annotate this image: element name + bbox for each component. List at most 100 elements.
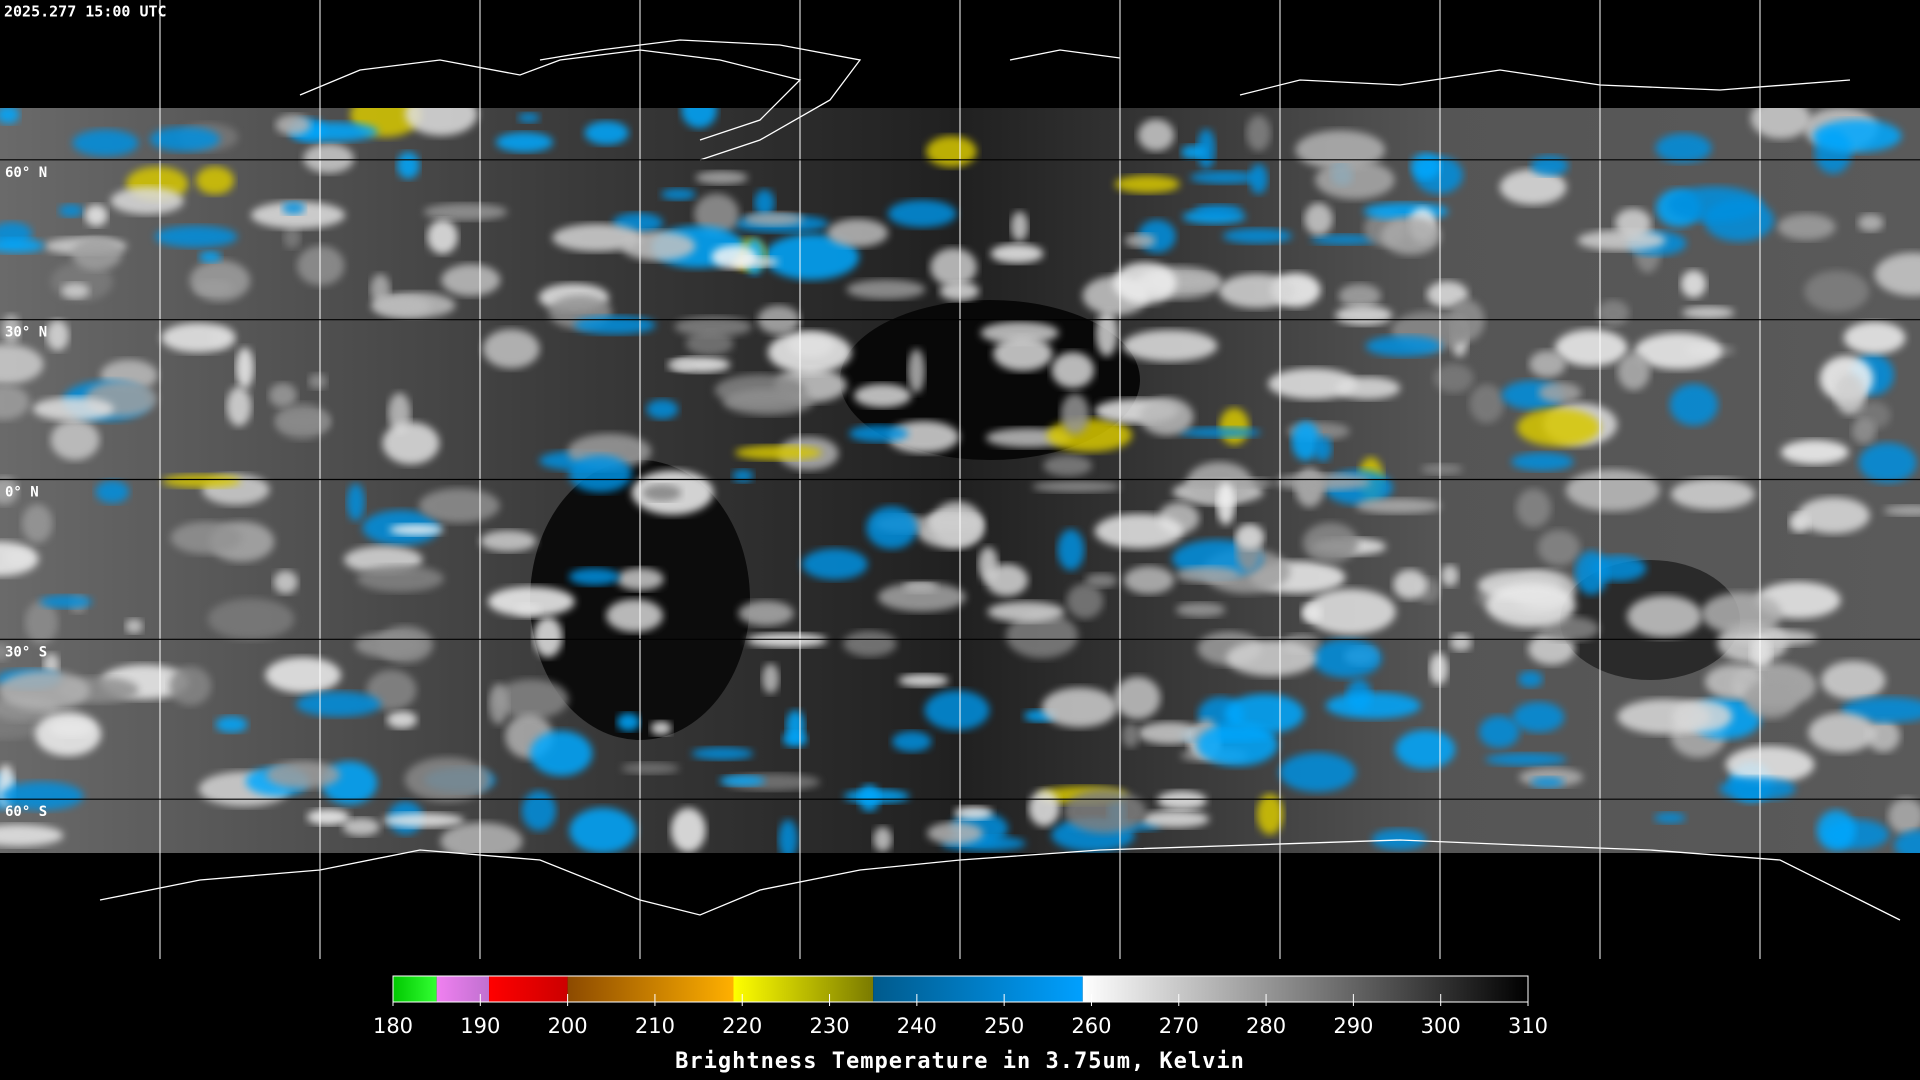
- cloud-patch: [987, 601, 1065, 623]
- cloud-patch: [273, 570, 298, 594]
- cloud-patch: [926, 135, 977, 168]
- cloud-patch: [265, 657, 342, 693]
- colorbar-tick-label: 190: [460, 1014, 500, 1038]
- cloud-patch: [1725, 745, 1815, 784]
- cloud-patch: [1669, 383, 1719, 426]
- colorbar-tick-label: 310: [1508, 1014, 1548, 1038]
- cloud-patch: [1335, 376, 1401, 400]
- cloud-patch: [517, 112, 540, 123]
- cloud-patch: [1113, 262, 1177, 304]
- cloud-patch: [389, 524, 444, 536]
- cloud-patch: [681, 108, 718, 129]
- cloud-patch: [235, 347, 254, 389]
- cloud-patch: [621, 762, 680, 775]
- cloud-patch: [1157, 790, 1207, 811]
- cloud-patch: [198, 250, 222, 263]
- cloud-patch: [1121, 723, 1140, 748]
- colorbar-segment: [733, 976, 874, 1002]
- cloud-patch: [283, 226, 301, 249]
- cloud-patch: [250, 201, 346, 229]
- cloud-patch: [1808, 712, 1876, 753]
- graticule: [159, 0, 1761, 959]
- cloud-patch: [95, 480, 130, 504]
- cloud-patch: [1196, 723, 1279, 766]
- coastline: [1009, 49, 1121, 61]
- cloud-patch: [1894, 829, 1920, 853]
- cloud-patch: [685, 330, 734, 356]
- cloud-patch: [440, 822, 523, 853]
- cloud-patch: [873, 826, 893, 852]
- cloud-patch: [1305, 588, 1396, 635]
- cloud-patch: [43, 653, 60, 676]
- cloud-patch: [1313, 435, 1332, 462]
- cloud-patch: [1512, 701, 1565, 733]
- cloud-patch: [754, 189, 775, 217]
- cloud-patch: [732, 469, 754, 483]
- cloud-patch: [621, 231, 696, 261]
- colorbar-tick-label: 260: [1071, 1014, 1111, 1038]
- cloud-patch: [846, 279, 926, 300]
- cloud-patch: [1178, 427, 1262, 438]
- cloud-patch: [1680, 270, 1707, 298]
- cloud-patch: [226, 386, 252, 427]
- timestamp: 2025.277 15:00 UTC: [4, 3, 167, 21]
- cloud-patch: [1032, 480, 1121, 493]
- cloud-patch: [275, 114, 311, 136]
- cloud-patch: [0, 670, 90, 711]
- cloud-patch: [1246, 115, 1271, 152]
- cloud-patch: [1312, 638, 1382, 678]
- cloud-patch: [265, 760, 341, 789]
- cloud-patch: [827, 218, 889, 248]
- cloud-patch: [980, 321, 1059, 345]
- cloud-patch: [1137, 119, 1175, 152]
- colorbar-tick-label: 240: [897, 1014, 937, 1038]
- cloud-patch: [767, 331, 852, 374]
- cloud-patch: [530, 730, 593, 776]
- cloud-patch: [289, 121, 378, 142]
- cloud-patch: [32, 397, 114, 421]
- cloud-patch: [993, 336, 1053, 372]
- cloud-patch: [1538, 382, 1582, 403]
- cloud-patch: [110, 187, 184, 215]
- cloud-patch: [169, 666, 212, 706]
- cloud-patch: [1574, 550, 1609, 595]
- colorbar-segment: [873, 976, 1083, 1002]
- cloud-patch: [0, 642, 10, 662]
- cloud-patch: [386, 710, 418, 729]
- cloud-patch: [1797, 497, 1870, 534]
- cloud-patch: [84, 204, 108, 227]
- cloud-patch: [786, 709, 805, 742]
- cloud-patch: [843, 630, 897, 657]
- cloud-patch: [1499, 169, 1567, 205]
- cloud-patch: [189, 260, 251, 302]
- cloud-patch: [642, 484, 682, 502]
- cloud-patch: [1010, 211, 1029, 242]
- cloud-patch: [1051, 352, 1095, 389]
- cloud-patch: [1410, 152, 1441, 180]
- colorbar-tick-label: 280: [1246, 1014, 1286, 1038]
- cloud-patch: [1219, 407, 1250, 445]
- cloud-patch: [125, 618, 143, 634]
- cloud-patch: [1226, 639, 1317, 677]
- colorbar-segment: [567, 976, 734, 1002]
- cloud-patch: [0, 824, 64, 847]
- cloud-patch: [1310, 234, 1377, 245]
- cloud-patch: [1857, 214, 1884, 232]
- cloud-patch: [1780, 439, 1849, 465]
- cloud-patch: [303, 143, 354, 174]
- cloud-patch: [215, 716, 248, 733]
- coastline: [299, 49, 802, 141]
- cloud-patch: [723, 388, 814, 415]
- cloud-patch: [738, 600, 794, 626]
- cloud-patch: [1671, 700, 1733, 733]
- cloud-patch: [843, 789, 910, 804]
- cloud-patch: [1249, 163, 1268, 195]
- cloud-patch: [61, 282, 90, 299]
- cloud-patch: [24, 600, 58, 645]
- cloud-patch: [924, 690, 990, 731]
- cloud-patch: [34, 711, 102, 757]
- cloud-patch: [370, 296, 431, 317]
- cloud-patch: [1617, 352, 1650, 391]
